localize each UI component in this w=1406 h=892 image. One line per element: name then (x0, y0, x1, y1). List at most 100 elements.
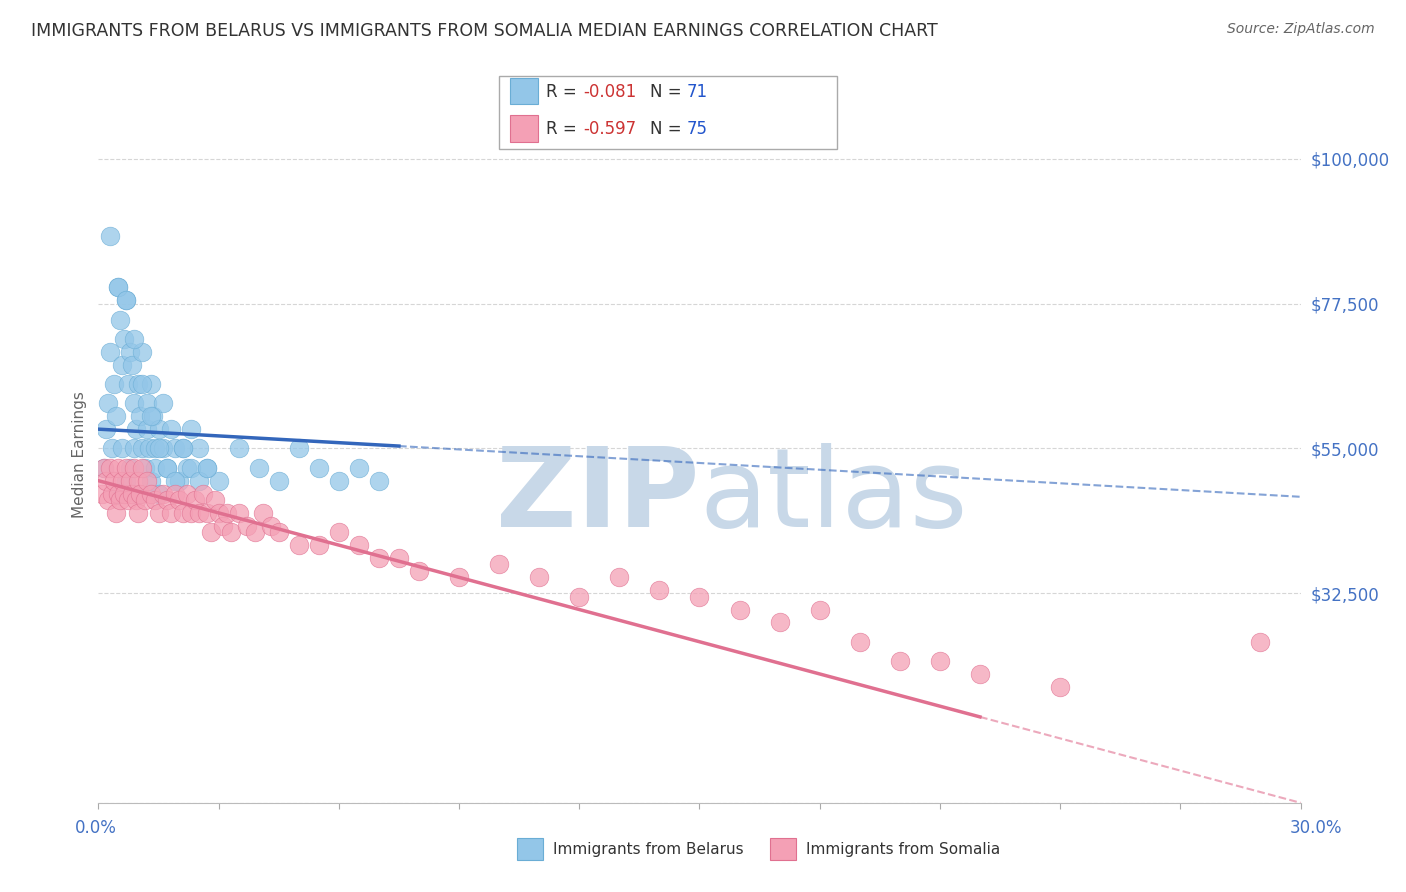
Point (105, 506, 128, 520)
Point (117, 377, 139, 392)
Point (125, 422, 148, 436)
Point (219, 525, 242, 540)
Point (128, 486, 150, 500)
Point (159, 506, 181, 520)
Point (120, 460, 142, 475)
Point (208, 506, 231, 520)
Point (808, 602, 831, 616)
Point (96, 474, 118, 488)
Point (287, 538, 309, 552)
Point (143, 442, 166, 456)
Point (287, 442, 309, 456)
Point (167, 474, 190, 488)
Point (235, 518, 257, 533)
Point (134, 493, 156, 508)
Point (107, 486, 129, 500)
Point (152, 486, 174, 500)
Point (159, 422, 181, 436)
Point (115, 293, 138, 308)
Point (929, 654, 952, 668)
Point (155, 460, 177, 475)
Point (609, 570, 631, 584)
Point (243, 525, 266, 540)
Point (347, 538, 370, 552)
Point (135, 474, 157, 488)
Point (143, 460, 166, 475)
Point (139, 377, 162, 392)
Text: 71: 71 (686, 83, 707, 101)
Point (1049, 680, 1071, 694)
Text: atlas: atlas (699, 443, 967, 550)
Point (247, 460, 270, 475)
Point (180, 460, 202, 475)
Point (124, 332, 146, 346)
Point (308, 460, 330, 475)
Point (529, 570, 551, 584)
Point (215, 506, 238, 520)
Point (148, 442, 170, 456)
Point (849, 634, 872, 648)
Point (191, 486, 214, 500)
Point (107, 280, 129, 294)
Point (308, 538, 330, 552)
Point (969, 667, 991, 681)
Text: IMMIGRANTS FROM BELARUS VS IMMIGRANTS FROM SOMALIA MEDIAN EARNINGS CORRELATION C: IMMIGRANTS FROM BELARUS VS IMMIGRANTS FR… (31, 22, 938, 40)
Point (125, 493, 148, 508)
Point (172, 506, 194, 520)
Point (172, 442, 194, 456)
Point (96, 422, 118, 436)
Point (114, 486, 136, 500)
Point (260, 518, 283, 533)
Point (115, 460, 138, 475)
Point (143, 493, 166, 508)
Point (728, 602, 751, 616)
Point (100, 344, 122, 359)
Point (121, 358, 143, 372)
Point (204, 493, 226, 508)
Point (228, 506, 250, 520)
Text: 0.0%: 0.0% (75, 819, 117, 837)
Text: 30.0%: 30.0% (1289, 819, 1343, 837)
Point (211, 518, 233, 533)
Point (155, 460, 177, 475)
Point (139, 474, 162, 488)
Point (163, 442, 186, 456)
Point (200, 525, 222, 540)
Point (139, 486, 162, 500)
Text: 75: 75 (686, 120, 707, 138)
Point (447, 570, 470, 584)
Point (163, 486, 186, 500)
Point (100, 460, 122, 475)
Point (134, 460, 156, 475)
Point (131, 460, 153, 475)
Point (97, 493, 120, 508)
Point (101, 442, 124, 456)
Point (120, 474, 142, 488)
Point (131, 344, 153, 359)
Point (124, 460, 146, 475)
Point (91, 486, 114, 500)
Point (128, 377, 150, 392)
Point (105, 409, 128, 424)
Point (152, 442, 174, 456)
Point (368, 474, 391, 488)
Point (107, 280, 129, 294)
Point (688, 590, 710, 604)
Point (129, 486, 152, 500)
Point (267, 474, 290, 488)
Text: Source: ZipAtlas.com: Source: ZipAtlas.com (1227, 22, 1375, 37)
Point (101, 486, 124, 500)
Text: -0.081: -0.081 (583, 83, 637, 101)
Point (183, 493, 205, 508)
Point (267, 525, 290, 540)
Point (180, 422, 202, 436)
Point (176, 486, 198, 500)
Point (208, 474, 231, 488)
Point (128, 506, 150, 520)
Point (768, 615, 790, 630)
Point (135, 422, 157, 436)
Point (889, 654, 911, 668)
Text: Immigrants from Belarus: Immigrants from Belarus (553, 842, 744, 856)
Point (128, 474, 150, 488)
Text: -0.597: -0.597 (583, 120, 637, 138)
